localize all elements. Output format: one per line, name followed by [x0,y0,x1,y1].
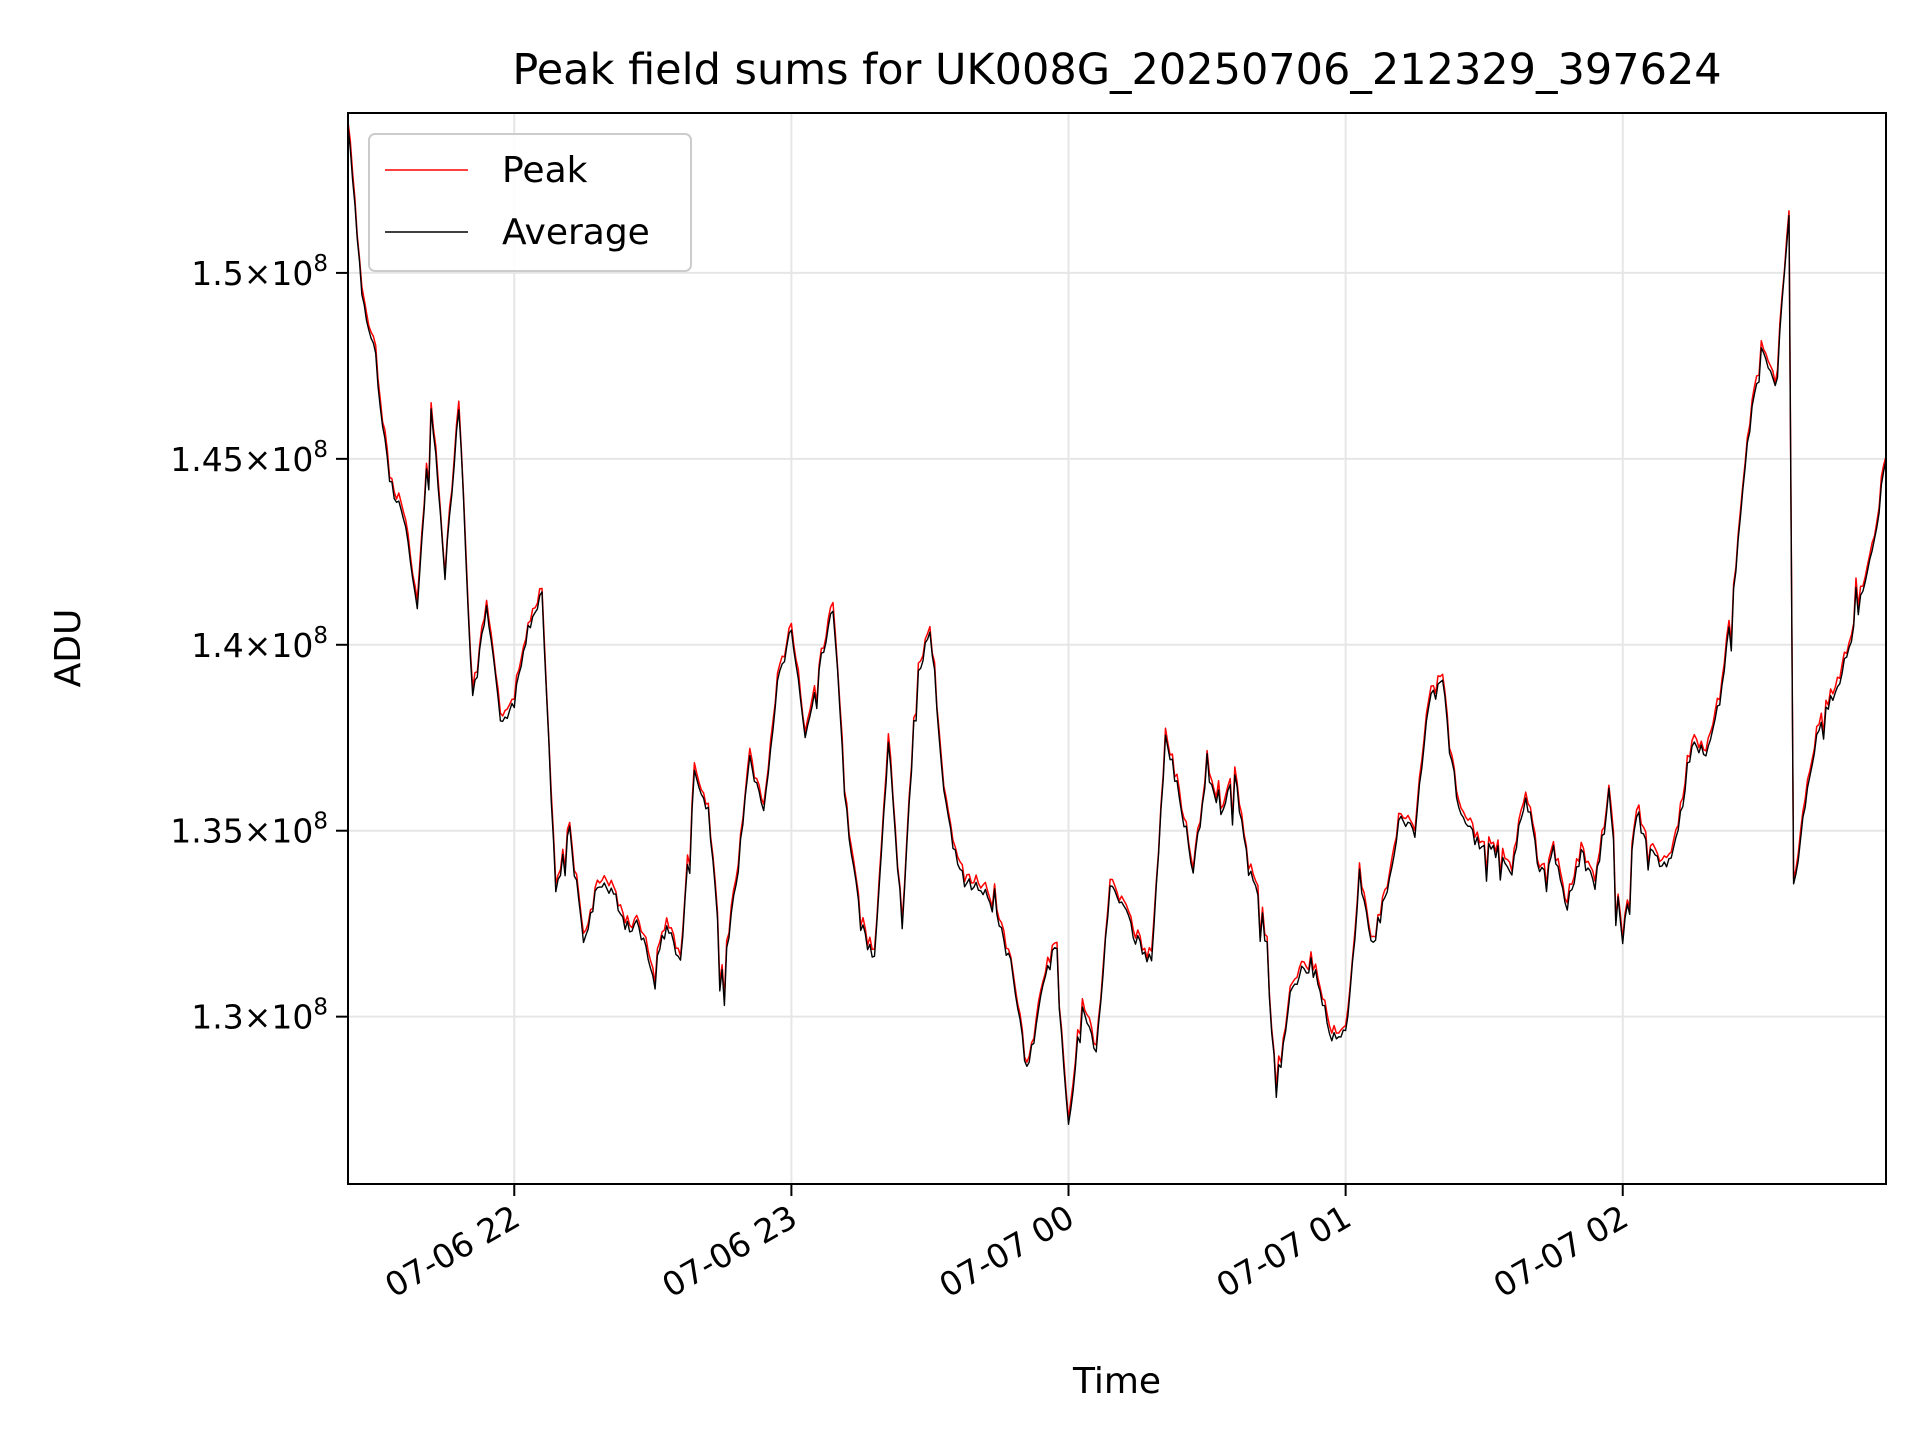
y-tick-label: 1.45×108 [170,437,328,479]
y-axis-label: ADU [48,609,89,688]
y-tick-exponent: 8 [313,623,328,649]
y-tick-label: 1.35×108 [170,809,328,851]
y-axis: 1.3×108 1.35×108 1.4×108 1.45×108 1.5×108 [170,251,348,1037]
y-tick-exponent: 8 [313,251,328,277]
grid [348,113,1886,1184]
y-tick-label: 1.4×108 [191,623,328,665]
legend: Peak Average [368,133,692,272]
series-average-line [347,126,1887,1125]
x-axis-label: Time [1072,1361,1161,1402]
y-tick-exponent: 8 [313,437,328,463]
legend-average-label: Average [502,212,650,253]
y-tick-exponent: 8 [313,995,328,1021]
legend-box [368,133,692,272]
chart-title: Peak field sums for UK008G_20250706_2123… [512,45,1721,95]
y-tick-label: 1.3×108 [191,995,328,1037]
y-tick-label: 1.5×108 [191,251,328,293]
legend-peak-label: Peak [502,150,588,191]
plot-frame [347,112,1887,1185]
y-tick-exponent: 8 [313,809,328,835]
series-layer [347,121,1887,1125]
